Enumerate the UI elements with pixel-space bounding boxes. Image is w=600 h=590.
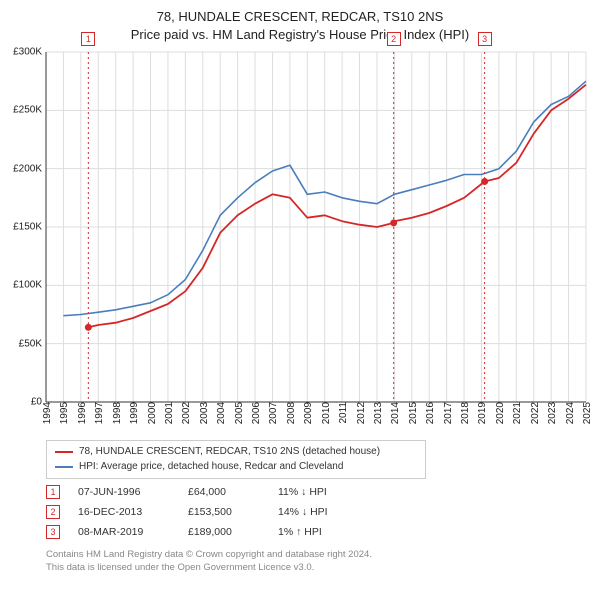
sale-date: 16-DEC-2013 <box>78 506 188 518</box>
x-axis-label: 2017 <box>443 402 456 424</box>
y-axis-label: £0 <box>4 397 46 408</box>
x-axis-label: 1996 <box>77 402 90 424</box>
sale-diff: 1% ↑ HPI <box>278 526 368 538</box>
sale-price: £64,000 <box>188 486 278 498</box>
x-axis-label: 2013 <box>373 402 386 424</box>
x-axis-label: 2012 <box>356 402 369 424</box>
sales-row: 1 07-JUN-1996 £64,000 11% ↓ HPI <box>46 482 368 502</box>
sale-marker-badge: 2 <box>387 32 401 46</box>
y-axis-label: £250K <box>4 105 46 116</box>
footer-attribution: Contains HM Land Registry data © Crown c… <box>46 548 372 575</box>
sales-row: 2 16-DEC-2013 £153,500 14% ↓ HPI <box>46 502 368 522</box>
legend-swatch-hpi <box>55 466 73 468</box>
x-axis-label: 2005 <box>234 402 247 424</box>
sale-badge: 1 <box>46 485 60 499</box>
sale-marker-badge: 3 <box>478 32 492 46</box>
y-axis-label: £50K <box>4 338 46 349</box>
x-axis-label: 2002 <box>181 402 194 424</box>
chart-legend: 78, HUNDALE CRESCENT, REDCAR, TS10 2NS (… <box>46 440 426 479</box>
x-axis-label: 2019 <box>477 402 490 424</box>
x-axis-label: 2001 <box>164 402 177 424</box>
x-axis-label: 2003 <box>199 402 212 424</box>
y-axis-label: £100K <box>4 280 46 291</box>
footer-line-1: Contains HM Land Registry data © Crown c… <box>46 548 372 561</box>
x-axis-label: 2016 <box>425 402 438 424</box>
x-axis-label: 2015 <box>408 402 421 424</box>
x-axis-label: 1994 <box>42 402 55 424</box>
footer-line-2: This data is licensed under the Open Gov… <box>46 561 372 574</box>
sale-diff: 14% ↓ HPI <box>278 506 368 518</box>
sale-price: £189,000 <box>188 526 278 538</box>
sale-diff: 11% ↓ HPI <box>278 486 368 498</box>
sale-marker-badge: 1 <box>81 32 95 46</box>
legend-swatch-property <box>55 451 73 453</box>
x-axis-label: 2008 <box>286 402 299 424</box>
x-axis-label: 2006 <box>251 402 264 424</box>
chart-plot-area: £0£50K£100K£150K£200K£250K£300K199419951… <box>46 52 586 402</box>
x-axis-label: 2023 <box>547 402 560 424</box>
sale-badge: 2 <box>46 505 60 519</box>
x-axis-label: 2014 <box>390 402 403 424</box>
sale-date: 07-JUN-1996 <box>78 486 188 498</box>
x-axis-label: 2025 <box>582 402 595 424</box>
x-axis-label: 2018 <box>460 402 473 424</box>
x-axis-label: 1998 <box>112 402 125 424</box>
title-line-1: 78, HUNDALE CRESCENT, REDCAR, TS10 2NS <box>0 8 600 26</box>
x-axis-label: 1999 <box>129 402 142 424</box>
x-axis-label: 2000 <box>147 402 160 424</box>
y-axis-label: £200K <box>4 163 46 174</box>
y-axis-label: £300K <box>4 47 46 58</box>
x-axis-label: 2011 <box>338 402 351 424</box>
y-axis-label: £150K <box>4 222 46 233</box>
x-axis-label: 2009 <box>303 402 316 424</box>
x-axis-label: 2021 <box>512 402 525 424</box>
sale-price: £153,500 <box>188 506 278 518</box>
x-axis-label: 2022 <box>530 402 543 424</box>
legend-label-property: 78, HUNDALE CRESCENT, REDCAR, TS10 2NS (… <box>79 445 380 460</box>
legend-item-hpi: HPI: Average price, detached house, Redc… <box>55 460 417 475</box>
x-axis-label: 2010 <box>321 402 334 424</box>
x-axis-label: 2024 <box>565 402 578 424</box>
x-axis-label: 1997 <box>94 402 107 424</box>
x-axis-label: 2020 <box>495 402 508 424</box>
sale-badge: 3 <box>46 525 60 539</box>
legend-item-property: 78, HUNDALE CRESCENT, REDCAR, TS10 2NS (… <box>55 445 417 460</box>
x-axis-label: 2007 <box>268 402 281 424</box>
sales-row: 3 08-MAR-2019 £189,000 1% ↑ HPI <box>46 522 368 542</box>
x-axis-label: 1995 <box>59 402 72 424</box>
legend-label-hpi: HPI: Average price, detached house, Redc… <box>79 460 343 475</box>
sale-date: 08-MAR-2019 <box>78 526 188 538</box>
x-axis-label: 2004 <box>216 402 229 424</box>
sales-table: 1 07-JUN-1996 £64,000 11% ↓ HPI 2 16-DEC… <box>46 482 368 542</box>
